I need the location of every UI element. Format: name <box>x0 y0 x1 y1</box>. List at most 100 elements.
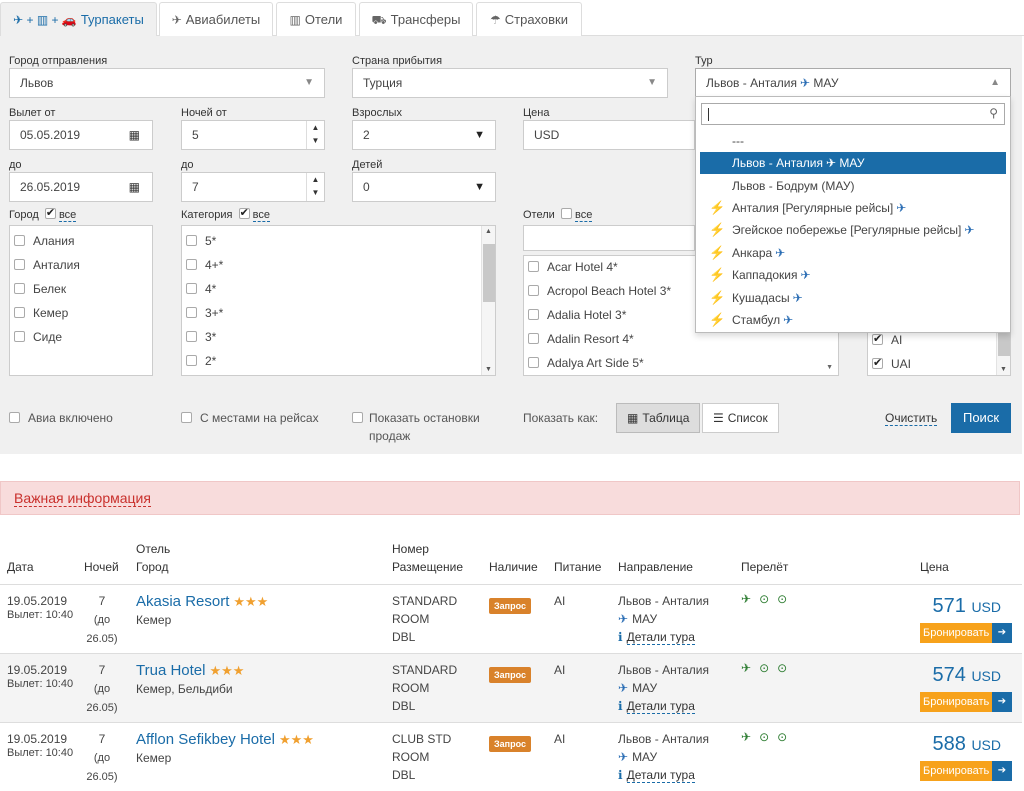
dropdown-item[interactable]: ⚡ Кушадасы ✈ <box>700 287 1006 309</box>
list-item[interactable]: 5* <box>186 234 216 248</box>
hotel-link[interactable]: Afflon Sefikbey Hotel <box>136 731 275 748</box>
checkbox[interactable] <box>186 355 197 366</box>
stepper-arrows-icon[interactable]: ▲ ▼ <box>306 173 324 201</box>
category-label: Категория все <box>181 206 270 222</box>
dropdown-item[interactable]: ⚡ Каппадокия ✈ <box>700 264 1006 286</box>
hotel-link[interactable]: Trua Hotel <box>136 662 206 679</box>
tab-tour-packages[interactable]: ✈ + ▥ + 🚗 Турпакеты <box>0 2 157 37</box>
list-item[interactable]: Анталия <box>14 258 80 272</box>
nights-from-stepper[interactable]: 5 ▲ ▼ <box>181 120 325 150</box>
dropdown-item[interactable]: ⚡ Эгейское побережье [Регулярные рейсы] ✈ <box>700 219 1006 241</box>
tour-select[interactable]: Львов - Анталия ✈ МАУ ▲ <box>695 68 1011 98</box>
scrollbar-thumb[interactable] <box>998 328 1010 356</box>
table-view-button[interactable]: ▦ Таблица <box>616 403 701 433</box>
list-item[interactable]: Adalin Resort 4* <box>528 332 634 346</box>
tour-details-link[interactable]: Детали тура <box>626 630 695 645</box>
list-item[interactable]: AI <box>872 332 902 347</box>
list-item[interactable]: Белек <box>14 282 66 296</box>
book-button[interactable]: Бронировать ➔ <box>920 761 1012 781</box>
dropdown-item[interactable]: ⚡ Анталия [Регулярные рейсы] ✈ <box>700 197 1006 219</box>
list-item[interactable]: UAI <box>872 356 911 371</box>
checkbox[interactable] <box>14 259 25 270</box>
tab-insurance[interactable]: ☂ Страховки <box>476 2 582 36</box>
list-item[interactable]: 3* <box>186 330 216 344</box>
calendar-icon[interactable]: ▦ <box>128 128 140 142</box>
checkbox[interactable] <box>528 357 539 368</box>
list-item[interactable]: Adalya Art Side 5* <box>528 356 644 370</box>
scroll-down-icon[interactable]: ▼ <box>1000 366 1007 373</box>
book-button[interactable]: Бронировать ➔ <box>920 623 1012 643</box>
list-item[interactable]: Acar Hotel 4* <box>528 260 618 274</box>
date-from-input[interactable]: 05.05.2019 ▦ <box>9 120 153 150</box>
tour-details-link[interactable]: Детали тура <box>626 768 695 783</box>
with-seats-checkbox[interactable]: С местами на рейсах <box>181 409 319 427</box>
avia-included-checkbox[interactable]: Авиа включено <box>9 409 113 427</box>
dropdown-item-selected[interactable]: Львов - Анталия ✈ МАУ <box>700 152 1006 174</box>
list-item[interactable]: 4+* <box>186 258 223 272</box>
tab-flights[interactable]: ✈ Авиабилеты <box>159 2 273 36</box>
checkbox[interactable] <box>14 283 25 294</box>
checkbox[interactable] <box>528 261 539 272</box>
search-button[interactable]: Поиск <box>951 403 1011 433</box>
show-stops-checkbox[interactable]: Показать остановки продаж <box>352 409 502 445</box>
list-item[interactable]: 2* <box>186 354 216 368</box>
list-item[interactable]: 3+* <box>186 306 223 320</box>
city-all-link[interactable]: все <box>58 209 77 222</box>
list-item[interactable]: Acropol Beach Hotel 3* <box>528 284 671 298</box>
dropdown-item[interactable]: --- <box>732 134 744 148</box>
dropdown-item[interactable]: ⚡ Анкара ✈ <box>700 242 1006 264</box>
list-item[interactable]: Кемер <box>14 306 68 320</box>
checkbox[interactable] <box>186 259 197 270</box>
date-to-input[interactable]: 26.05.2019 ▦ <box>9 172 153 202</box>
hotels-all-link[interactable]: все <box>574 209 593 222</box>
list-item[interactable]: Adalia Hotel 3* <box>528 308 626 322</box>
checkbox[interactable] <box>872 332 883 345</box>
calendar-icon[interactable]: ▦ <box>128 180 140 194</box>
clear-link[interactable]: Очистить <box>885 411 938 426</box>
checkbox[interactable] <box>186 235 197 246</box>
list-view-button[interactable]: ☰ Список <box>702 403 779 433</box>
nights-to-stepper[interactable]: 7 ▲ ▼ <box>181 172 325 202</box>
list-item[interactable]: Сиде <box>14 330 62 344</box>
category-all-checkbox[interactable] <box>238 206 250 219</box>
checkbox[interactable] <box>528 285 539 296</box>
scroll-down-icon[interactable]: ▼ <box>485 366 492 373</box>
checkbox[interactable] <box>14 307 25 318</box>
checkbox[interactable] <box>186 331 197 342</box>
tab-hotels[interactable]: ▥ Отели <box>276 2 356 36</box>
scrollbar[interactable]: ▼ <box>996 328 1010 375</box>
arrival-country-select[interactable]: Турция ▼ <box>352 68 668 98</box>
children-select[interactable]: 0 ▼ <box>352 172 496 202</box>
scroll-down-icon[interactable]: ▼ <box>826 364 833 371</box>
column-header-price: Цена <box>920 560 949 574</box>
list-item[interactable]: 4* <box>186 282 216 296</box>
scroll-up-icon[interactable]: ▲ <box>485 228 492 235</box>
book-button[interactable]: Бронировать ➔ <box>920 692 1012 712</box>
city-all-checkbox[interactable] <box>44 206 56 219</box>
dropdown-item[interactable]: Львов - Бодрум (МАУ) <box>732 179 855 193</box>
checkbox[interactable] <box>186 307 197 318</box>
tour-details-link[interactable]: Детали тура <box>626 699 695 714</box>
scrollbar-thumb[interactable] <box>483 244 495 302</box>
stepper-arrows-icon[interactable]: ▲ ▼ <box>306 121 324 149</box>
adults-select[interactable]: 2 ▼ <box>352 120 496 150</box>
checkbox[interactable] <box>186 283 197 294</box>
checkbox[interactable] <box>528 333 539 344</box>
arrival-country-label: Страна прибытия <box>352 55 443 67</box>
price-currency-field[interactable]: USD <box>523 120 695 150</box>
checkbox[interactable] <box>528 309 539 320</box>
hotel-search-input[interactable] <box>523 225 695 251</box>
category-all-link[interactable]: все <box>252 209 270 222</box>
list-item[interactable]: Алания <box>14 234 75 248</box>
departure-city-select[interactable]: Львов ▼ <box>9 68 325 98</box>
hotels-all-checkbox[interactable] <box>560 208 572 219</box>
checkbox[interactable] <box>14 331 25 342</box>
tour-search-input[interactable]: ⚲ <box>701 103 1005 125</box>
scrollbar[interactable]: ▲ ▼ <box>481 226 495 375</box>
hotel-link[interactable]: Akasia Resort <box>136 593 230 610</box>
checkbox[interactable] <box>14 235 25 246</box>
checkbox[interactable] <box>872 356 883 369</box>
dropdown-item[interactable]: ⚡ Стамбул ✈ <box>700 309 1006 331</box>
important-info-link[interactable]: Важная информация <box>14 490 151 507</box>
tab-transfers[interactable]: ⛟ Трансферы <box>359 2 473 36</box>
